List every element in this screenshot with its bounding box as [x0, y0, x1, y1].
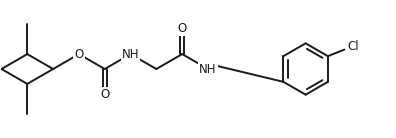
- Text: O: O: [177, 22, 187, 35]
- Text: NH: NH: [122, 48, 139, 61]
- Text: NH: NH: [199, 63, 217, 75]
- Text: Cl: Cl: [347, 40, 358, 53]
- Text: O: O: [100, 88, 109, 101]
- Text: O: O: [74, 48, 84, 61]
